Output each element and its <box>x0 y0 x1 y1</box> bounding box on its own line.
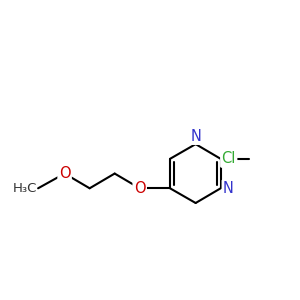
Text: N: N <box>190 128 201 143</box>
Text: O: O <box>134 181 146 196</box>
Text: O: O <box>134 181 146 196</box>
Text: N: N <box>223 181 234 196</box>
Text: Cl: Cl <box>221 151 236 166</box>
Text: O: O <box>59 166 70 181</box>
Text: N: N <box>223 181 234 196</box>
Text: N: N <box>190 128 201 143</box>
Text: H₃C: H₃C <box>13 182 38 195</box>
Text: Cl: Cl <box>221 151 236 166</box>
Text: O: O <box>59 166 70 181</box>
